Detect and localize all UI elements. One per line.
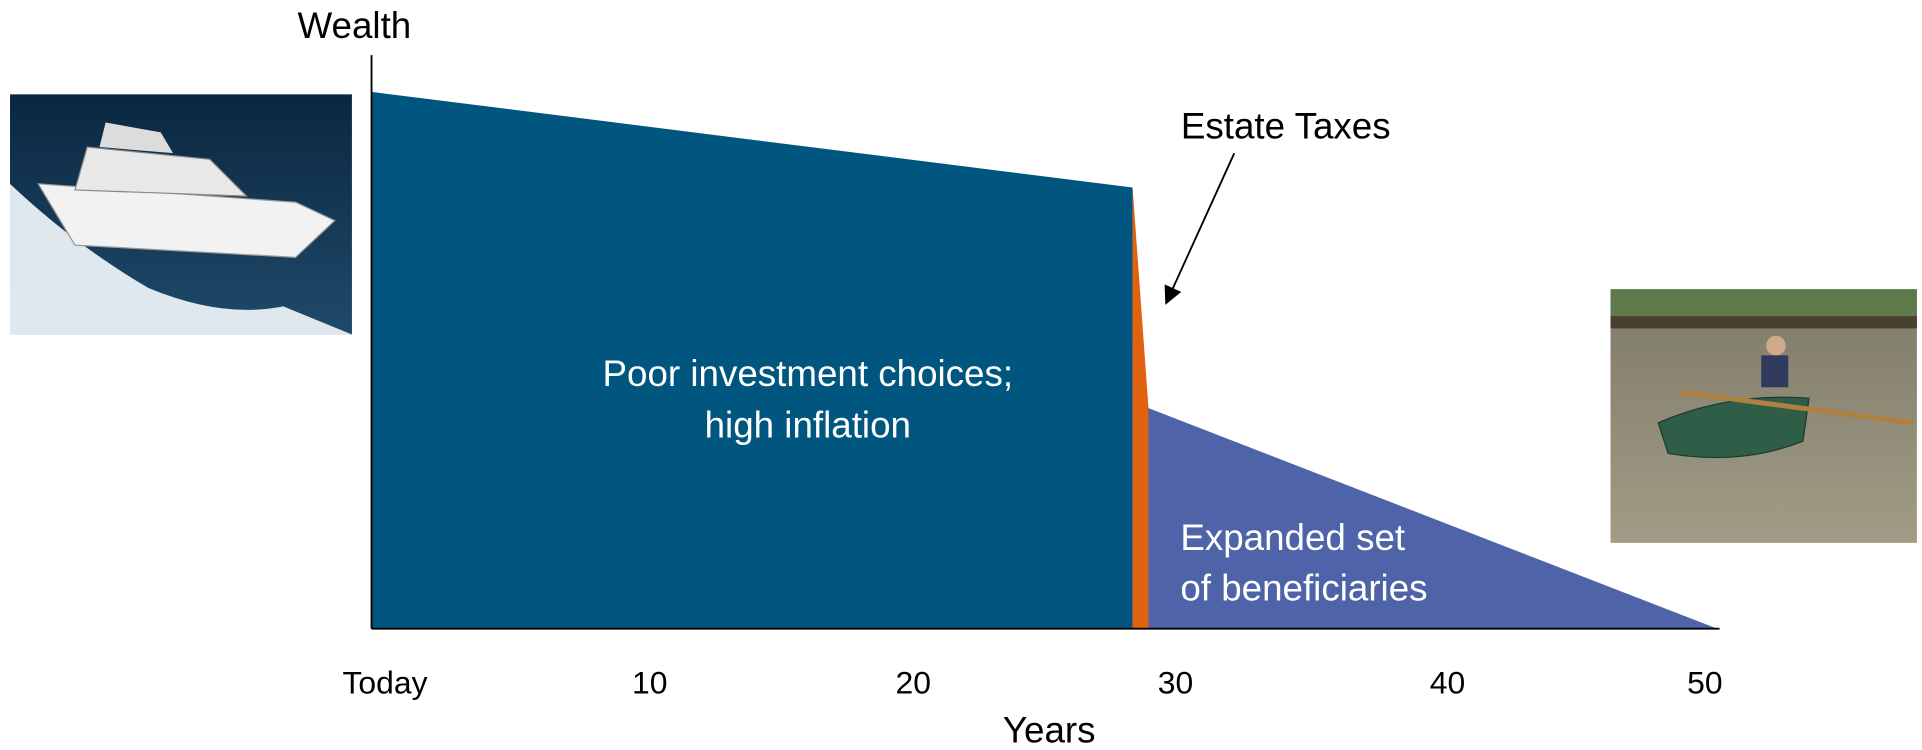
- region-label: high inflation: [705, 405, 911, 446]
- region-label: of beneficiaries: [1180, 567, 1427, 608]
- diagram: Wealth Years Today 10 20 30 40 50 Poor invest…: [0, 0, 1922, 750]
- region-label: Poor investment choices;: [603, 353, 1014, 394]
- x-tick-label: 20: [895, 665, 930, 701]
- x-tick-label: 30: [1158, 665, 1193, 701]
- region-tax: [1133, 188, 1149, 629]
- x-tick-label: 50: [1687, 665, 1722, 701]
- y-axis-label: Wealth: [298, 5, 412, 46]
- rowboat-image: [1611, 289, 1917, 543]
- yacht-image: [10, 94, 352, 334]
- x-tick-label: 40: [1430, 665, 1465, 701]
- page: Wealth Years Today 10 20 30 40 50 Poor invest…: [0, 0, 1922, 750]
- callout-label: Estate Taxes: [1181, 105, 1391, 146]
- region-label: Expanded set: [1180, 517, 1405, 558]
- callout-arrow: [1167, 153, 1234, 301]
- x-axis-label: Years: [1003, 710, 1096, 750]
- x-tick-label: Today: [343, 665, 428, 701]
- x-tick-label: 10: [632, 665, 667, 701]
